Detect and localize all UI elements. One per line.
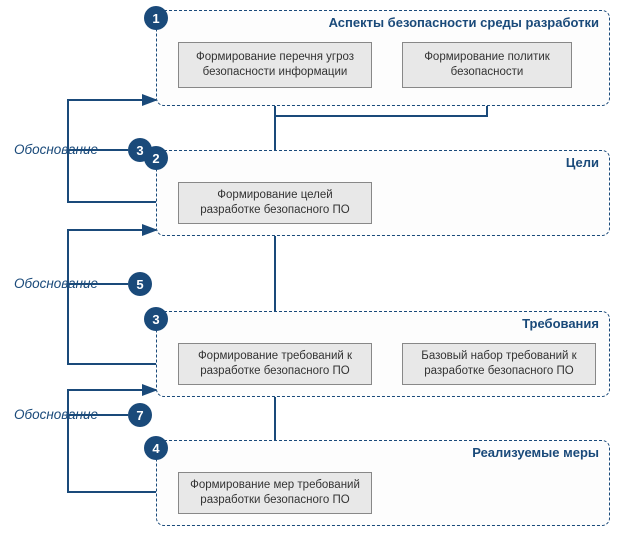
section-title: Реализуемые меры bbox=[472, 445, 599, 460]
section-number-badge: 4 bbox=[144, 436, 168, 460]
section-number-badge: 3 bbox=[144, 307, 168, 331]
step-badge: 7 bbox=[128, 403, 152, 427]
section-number-badge: 1 bbox=[144, 6, 168, 30]
process-box: Формирование политик безопасности bbox=[402, 42, 572, 88]
process-box: Формирование перечня угроз безопасности … bbox=[178, 42, 372, 88]
section-title: Цели bbox=[566, 155, 599, 170]
step-badge: 5 bbox=[128, 272, 152, 296]
justification-label: Обоснование bbox=[14, 142, 98, 157]
section-title: Требования bbox=[522, 316, 599, 331]
section-title: Аспекты безопасности среды разработки bbox=[329, 15, 599, 30]
process-box: Базовый набор требований к разработке бе… bbox=[402, 343, 596, 385]
step-badge: 3 bbox=[128, 138, 152, 162]
process-box: Формирование мер требований разработки б… bbox=[178, 472, 372, 514]
process-box: Формирование целей разработке безопасног… bbox=[178, 182, 372, 224]
process-box: Формирование требований к разработке без… bbox=[178, 343, 372, 385]
justification-label: Обоснование bbox=[14, 407, 98, 422]
justification-label: Обоснование bbox=[14, 276, 98, 291]
